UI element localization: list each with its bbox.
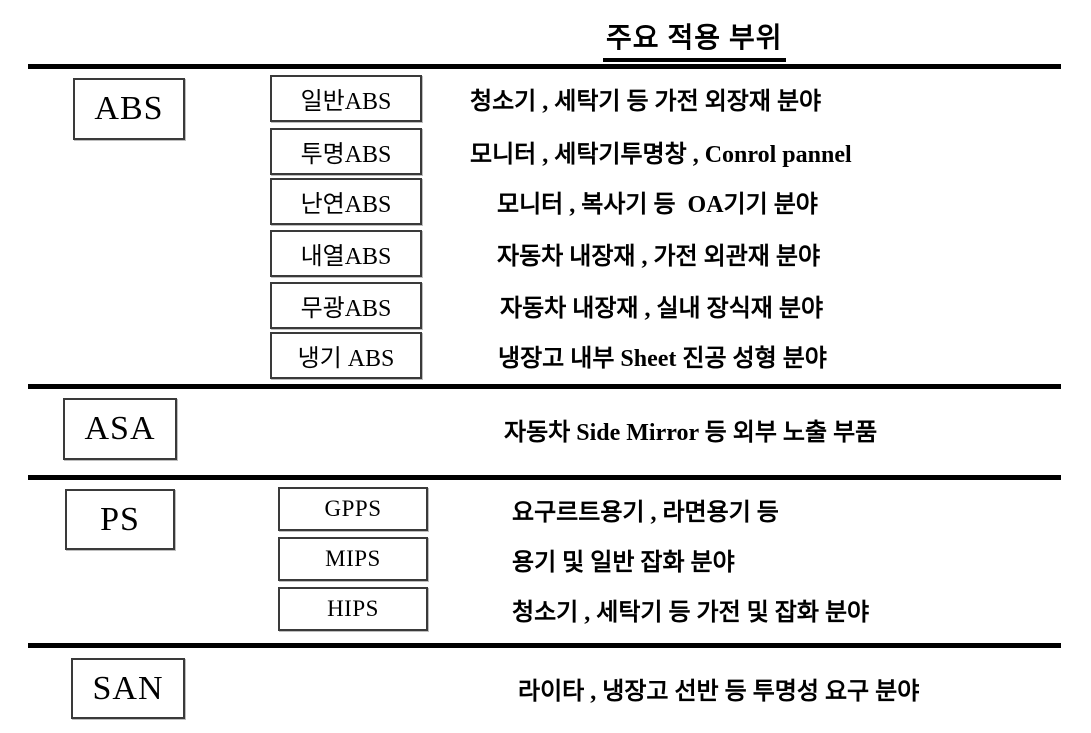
section-divider-top [28, 64, 1061, 69]
category-box-san: SAN [71, 658, 185, 719]
application-text: 자동차 내장재 , 가전 외관재 분야 [497, 244, 821, 270]
section-divider-ps-san [28, 643, 1061, 648]
subtype-box: 난연ABS [270, 178, 422, 225]
subtype-box: HIPS [278, 587, 428, 631]
subtype-box: MIPS [278, 537, 428, 581]
subtype-box: 내열ABS [270, 230, 422, 277]
application-text: 요구르트용기 , 라면용기 등 [512, 499, 779, 526]
application-text: 자동차 Side Mirror 등 외부 노출 부품 [504, 419, 878, 446]
subtype-box: 투명ABS [270, 128, 422, 175]
application-text: 청소기 , 세탁기 등 가전 및 잡화 분야 [512, 599, 870, 626]
category-box-abs: ABS [73, 78, 185, 140]
application-text: 모니터 , 세탁기투명창 , Conrol pannel [470, 142, 852, 168]
application-text: 모니터 , 복사기 등 OA기기 분야 [497, 192, 818, 218]
application-text: 라이타 , 냉장고 선반 등 투명성 요구 분야 [518, 679, 920, 705]
section-divider-abs-asa [28, 384, 1061, 389]
category-label: PS [100, 500, 140, 538]
subtype-box: 냉기 ABS [270, 332, 422, 379]
category-box-asa: ASA [63, 398, 177, 460]
page-title: 주요 적용 부위 [603, 16, 786, 62]
section-divider-asa-ps [28, 475, 1061, 480]
application-text: 용기 및 일반 잡화 분야 [512, 549, 735, 576]
subtype-box: 무광ABS [270, 282, 422, 329]
category-label: ASA [84, 410, 156, 447]
application-text: 냉장고 내부 Sheet 진공 성형 분야 [498, 346, 827, 372]
category-box-ps: PS [65, 489, 175, 550]
category-label: SAN [92, 669, 164, 707]
subtype-box: 일반ABS [270, 75, 422, 122]
subtype-box: GPPS [278, 487, 428, 531]
application-text: 청소기 , 세탁기 등 가전 외장재 분야 [470, 89, 822, 115]
application-text: 자동차 내장재 , 실내 장식재 분야 [500, 296, 824, 322]
category-label: ABS [94, 90, 164, 127]
